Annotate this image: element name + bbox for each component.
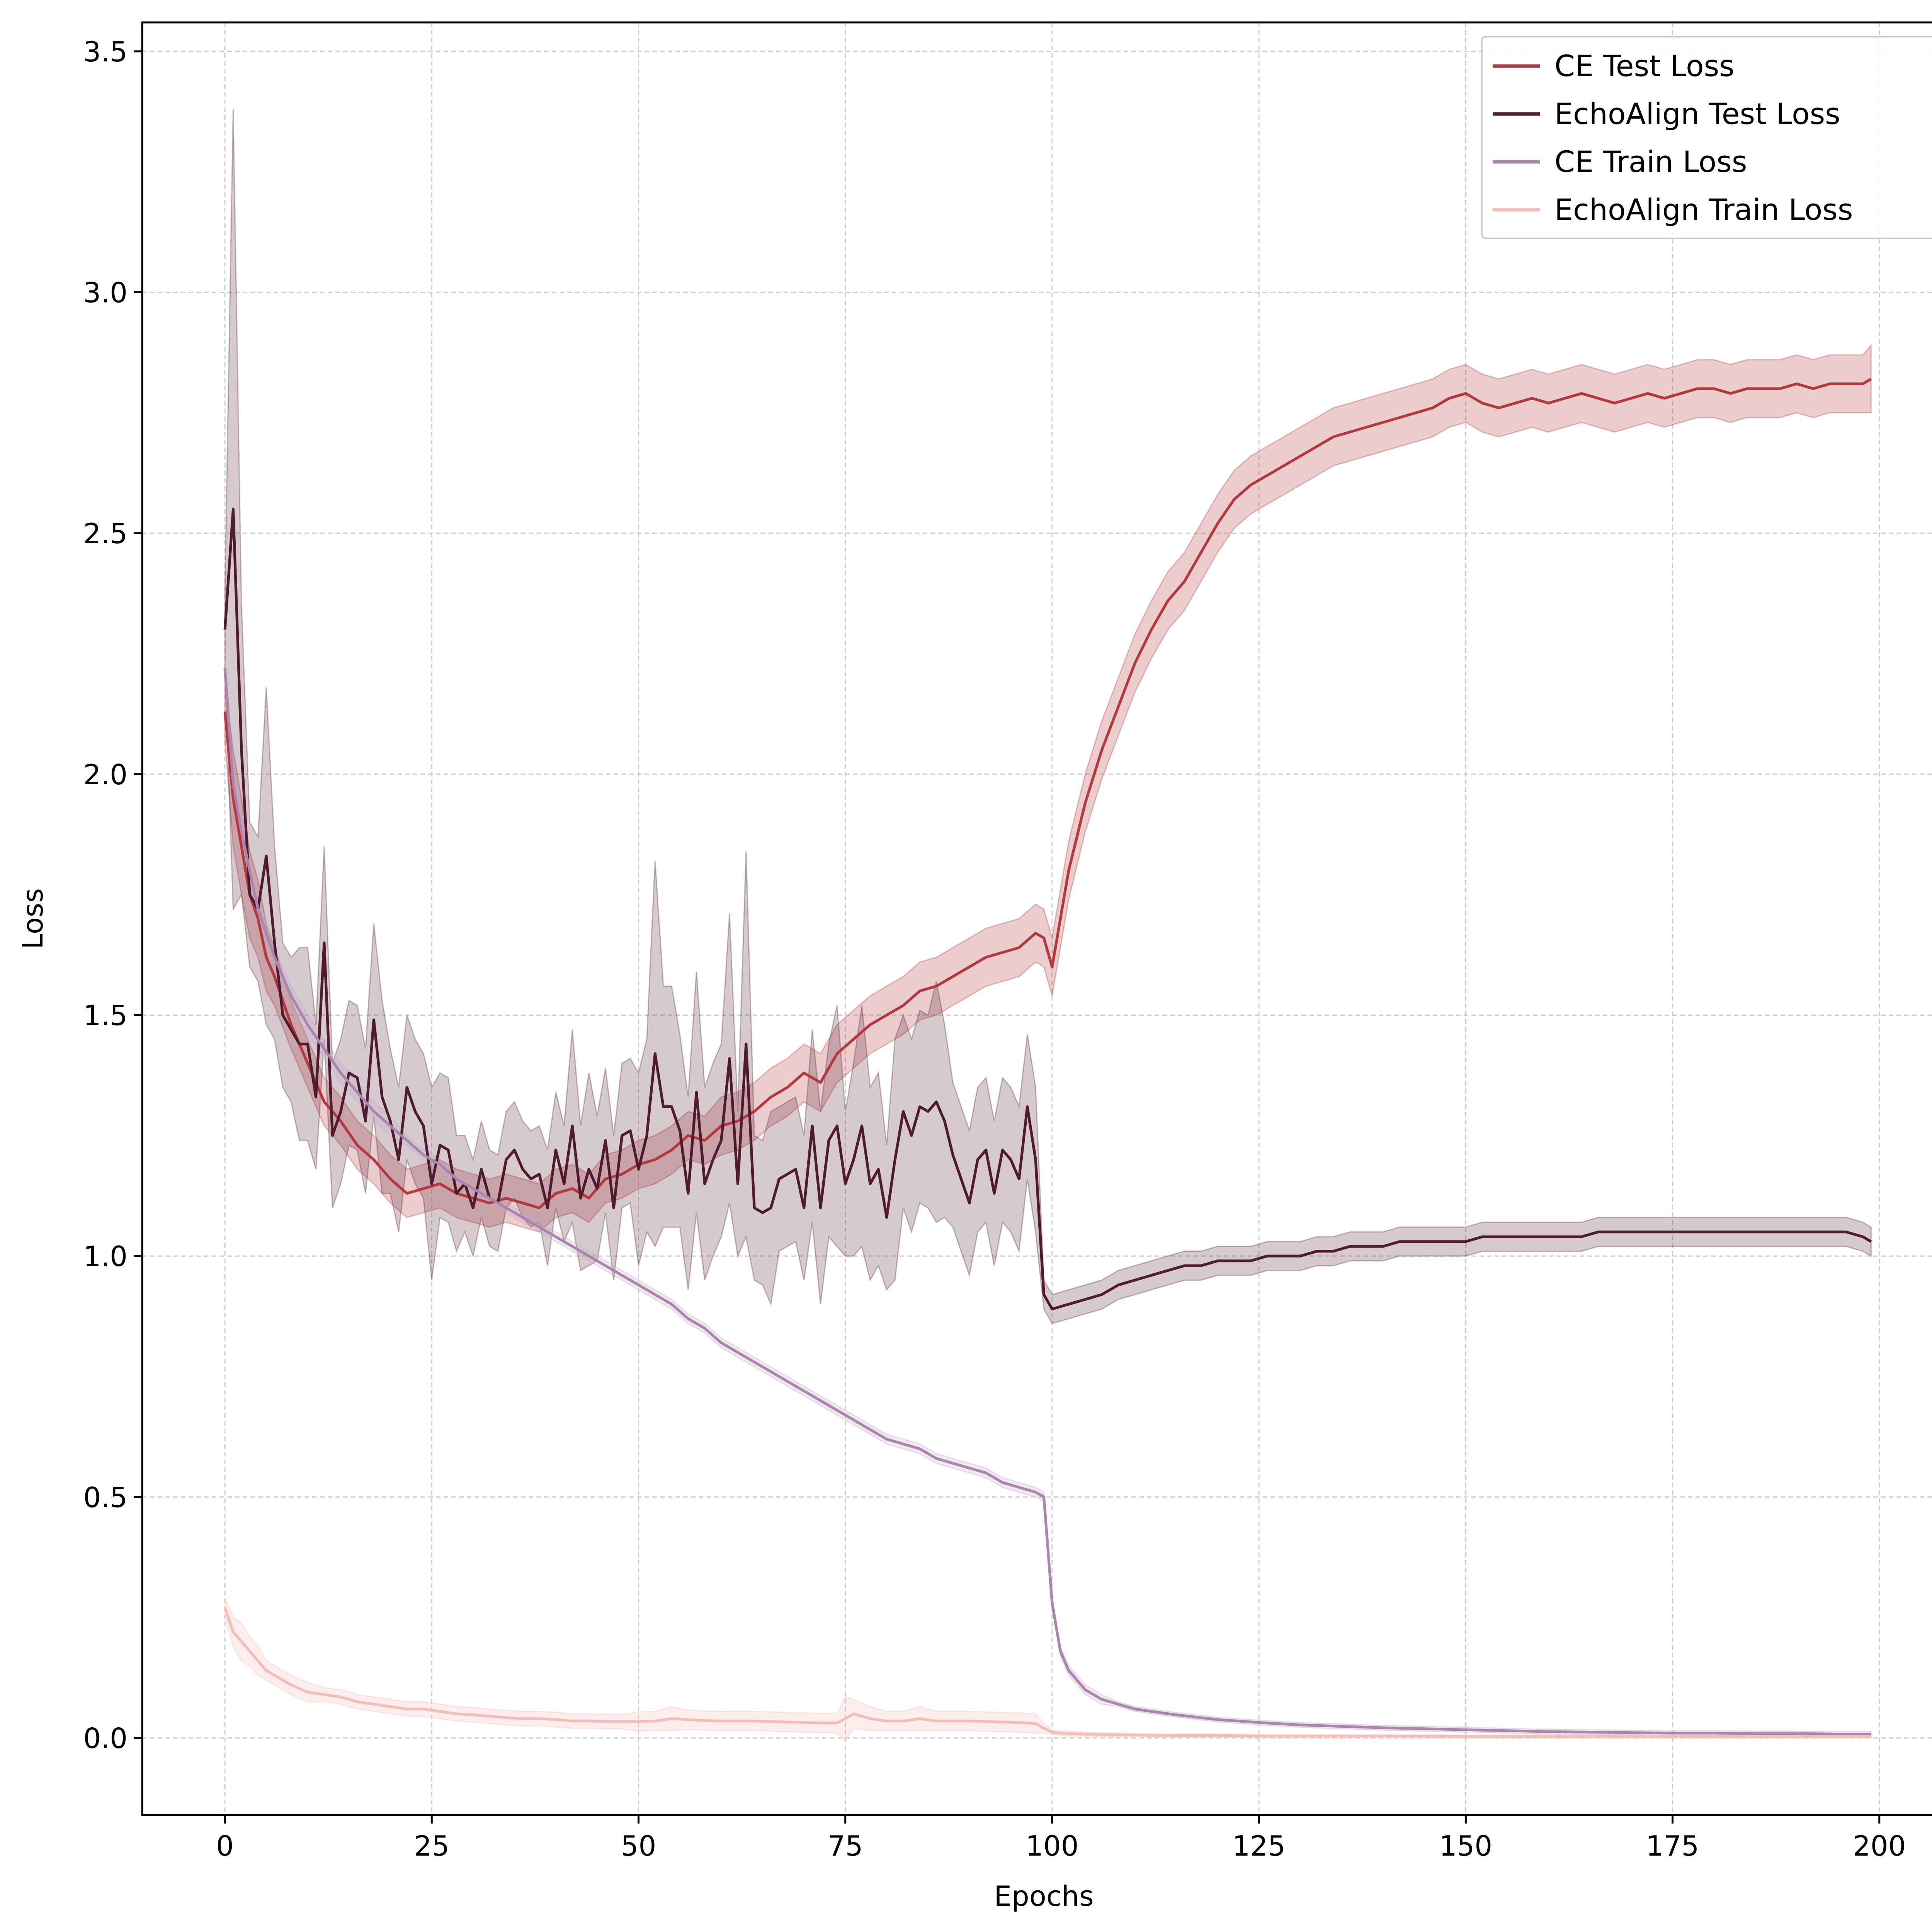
x-tick-label: 75 <box>828 1830 863 1862</box>
legend-items: CE Test Loss EchoAlign Test Loss CE Train … <box>1493 49 1853 227</box>
y-tick-label: 2.0 <box>83 758 128 791</box>
y-tick-label: 2.5 <box>83 517 128 550</box>
x-tick-label: 200 <box>1853 1830 1906 1862</box>
echoalign-test-loss-legend-label: EchoAlign Test Loss <box>1554 97 1840 131</box>
ce-test-loss-line <box>223 377 1872 1209</box>
echoalign-train-loss-line <box>223 1607 1871 1738</box>
echoalign-test-loss-band <box>224 109 1872 1324</box>
y-tick-label: 0.5 <box>83 1481 128 1514</box>
x-tick-label: 100 <box>1026 1830 1078 1862</box>
plot-frame <box>141 21 1932 1816</box>
y-axis-label: Loss <box>17 888 49 949</box>
echoalign-train-loss-legend-label: EchoAlign Train Loss <box>1554 192 1853 227</box>
legend: CE Test Loss EchoAlign Test Loss CE Train … <box>1481 36 1932 239</box>
y-tick-label: 1.5 <box>83 999 128 1032</box>
x-tick-label: 0 <box>216 1830 234 1862</box>
axis-ticks: 0 25 50 75 100 125 150 175 200 0.0 0.5 1.0 1.5 2.0 2.5… <box>83 36 1906 1862</box>
grid <box>142 22 1932 1815</box>
ce-train-loss-line <box>223 668 1871 1735</box>
x-tick-label: 125 <box>1232 1830 1285 1862</box>
echoalign-test-loss-line <box>223 508 1872 1310</box>
confidence-bands <box>224 109 1872 1741</box>
x-tick-label: 150 <box>1439 1830 1492 1862</box>
y-tick-label: 3.0 <box>83 276 128 309</box>
echoalign-train-loss-band <box>224 1598 1872 1741</box>
legend-box <box>1481 36 1932 239</box>
x-tick-label: 50 <box>621 1830 656 1862</box>
x-axis-label: Epochs <box>994 1880 1094 1912</box>
ce-test-loss-band <box>224 343 1872 1233</box>
y-tick-label: 1.0 <box>83 1240 128 1273</box>
x-tick-label: 25 <box>414 1830 449 1862</box>
y-tick-label: 0.0 <box>83 1722 128 1754</box>
ce-test-loss-legend-label: CE Test Loss <box>1554 49 1735 83</box>
y-tick-label: 3.5 <box>83 36 128 68</box>
series-lines <box>223 377 1872 1738</box>
x-tick-label: 175 <box>1646 1830 1699 1862</box>
ce-train-loss-legend-label: CE Train Loss <box>1554 144 1747 179</box>
